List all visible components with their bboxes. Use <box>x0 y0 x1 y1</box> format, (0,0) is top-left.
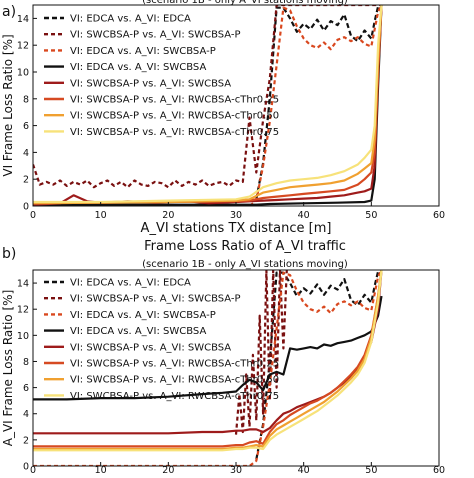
y-tick-label: 12 <box>17 305 29 316</box>
series-line-0 <box>255 270 382 460</box>
panel-label: b) <box>2 246 16 262</box>
chart-subtitle: (scenario 1B - only A_VI stations moving… <box>142 0 348 6</box>
x-tick-label: 20 <box>162 465 174 474</box>
y-tick-label: 6 <box>23 383 29 394</box>
x-tick-label: 10 <box>95 465 107 474</box>
y-tick-label: 6 <box>23 121 29 132</box>
legend: VI: EDCA vs. A_VI: EDCA VI: SWCBSA-P vs. … <box>44 278 279 402</box>
series-line-6 <box>33 270 383 451</box>
legend-label-7: VI: SWCBSA-P vs. A_VI: RWCBSA-cThr0.75 <box>70 127 279 138</box>
x-tick-label: 30 <box>230 465 242 474</box>
y-tick-label: 14 <box>17 279 29 290</box>
series-line-0 <box>255 5 382 200</box>
x-tick-label: 20 <box>162 210 174 221</box>
y-tick-label: 4 <box>23 148 29 159</box>
legend-label-1: VI: SWCBSA-P vs. A_VI: SWCBSA-P <box>70 30 241 41</box>
y-tick-label: 0 <box>23 462 29 473</box>
series-line-7 <box>33 5 383 204</box>
y-tick-label: 8 <box>23 94 29 105</box>
series-line-2 <box>33 270 383 466</box>
panel-a: (scenario 1B - only A_VI stations moving… <box>1 0 445 236</box>
y-axis-label: A_VI Frame Loss Ratio [%] <box>1 290 15 447</box>
x-tick-label: 50 <box>365 465 377 474</box>
legend-label-2: VI: EDCA vs. A_VI: SWCBSA-P <box>70 310 216 321</box>
x-tick-label: 60 <box>433 465 445 474</box>
x-tick-label: 40 <box>298 465 310 474</box>
series-line-6 <box>33 5 383 205</box>
y-tick-label: 10 <box>17 331 29 342</box>
legend-label-6: VI: SWCBSA-P vs. A_VI: RWCBSA-cThr0.50 <box>70 375 279 386</box>
legend: VI: EDCA vs. A_VI: EDCA VI: SWCBSA-P vs. … <box>44 14 279 138</box>
series-group <box>33 270 383 466</box>
legend-label-2: VI: EDCA vs. A_VI: SWCBSA-P <box>70 46 216 57</box>
legend-label-3: VI: EDCA vs. A_VI: SWCBSA <box>70 62 206 73</box>
chart-title: Frame Loss Ratio of A_VI traffic <box>144 239 346 254</box>
legend-label-1: VI: SWCBSA-P vs. A_VI: SWCBSA-P <box>70 294 241 305</box>
y-tick-label: 0 <box>23 202 29 213</box>
series-line-7 <box>33 270 383 452</box>
series-line-2 <box>33 5 383 206</box>
y-tick-label: 8 <box>23 357 29 368</box>
legend-label-6: VI: SWCBSA-P vs. A_VI: RWCBSA-cThr0.50 <box>70 111 279 122</box>
y-axis-label: VI Frame Loss Ratio [%] <box>1 34 15 176</box>
legend-label-4: VI: SWCBSA-P vs. A_VI: SWCBSA <box>70 342 231 353</box>
y-tick-label: 2 <box>23 435 29 446</box>
y-tick-label: 14 <box>17 14 29 25</box>
legend-label-5: VI: SWCBSA-P vs. A_VI: RWCBSA-cThr0.25 <box>70 359 279 370</box>
x-tick-label: 50 <box>365 210 377 221</box>
series-line-5 <box>33 270 383 448</box>
x-axis-label: A_VI stations TX distance [m] <box>141 221 332 236</box>
legend-label-4: VI: SWCBSA-P vs. A_VI: SWCBSA <box>70 78 231 89</box>
y-tick-label: 2 <box>23 175 29 186</box>
legend-label-0: VI: EDCA vs. A_VI: EDCA <box>70 14 191 25</box>
legend-label-5: VI: SWCBSA-P vs. A_VI: RWCBSA-cThr0.25 <box>70 95 279 106</box>
x-tick-label: 60 <box>433 210 445 221</box>
series-line-3 <box>33 295 383 401</box>
legend-label-0: VI: EDCA vs. A_VI: EDCA <box>70 278 191 289</box>
y-tick-label: 12 <box>17 41 29 52</box>
legend-label-7: VI: SWCBSA-P vs. A_VI: RWCBSA-cThr0.75 <box>70 391 279 402</box>
y-tick-label: 4 <box>23 409 29 420</box>
x-tick-label: 30 <box>230 210 242 221</box>
x-tick-label: 0 <box>30 465 36 474</box>
panel-b: Frame Loss Ratio of A_VI traffic (scenari… <box>1 239 445 476</box>
x-tick-label: 10 <box>95 210 107 221</box>
x-tick-label: 40 <box>298 210 310 221</box>
x-tick-label: 0 <box>30 210 36 221</box>
legend-label-3: VI: EDCA vs. A_VI: SWCBSA <box>70 326 206 337</box>
y-tick-label: 10 <box>17 68 29 79</box>
series-line-1 <box>234 270 291 435</box>
chart-subtitle: (scenario 1B - only A_VI stations moving… <box>142 259 348 270</box>
panel-label: a) <box>2 4 16 20</box>
